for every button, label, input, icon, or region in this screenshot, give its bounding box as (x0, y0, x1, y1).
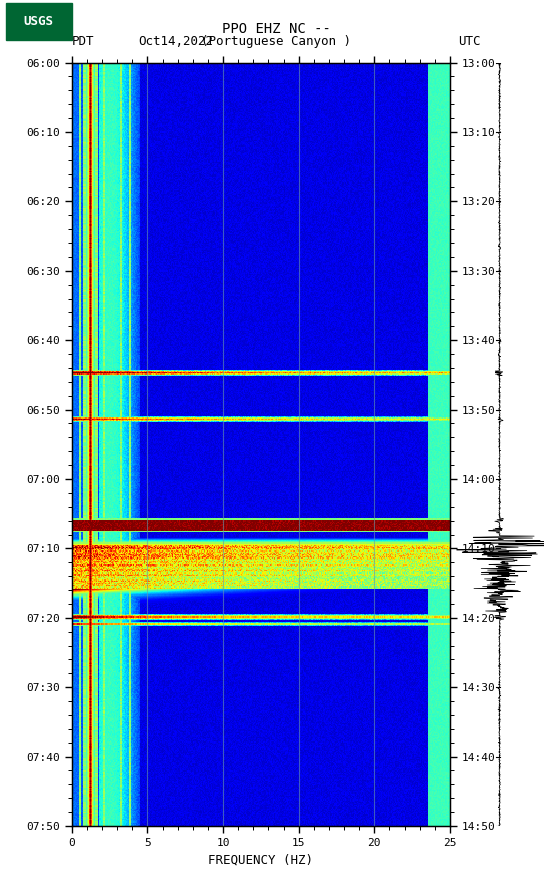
Text: Oct14,2022: Oct14,2022 (138, 35, 213, 48)
X-axis label: FREQUENCY (HZ): FREQUENCY (HZ) (208, 854, 314, 866)
Text: PDT: PDT (72, 35, 94, 48)
Text: (Portuguese Canyon ): (Portuguese Canyon ) (201, 35, 351, 48)
Text: USGS: USGS (24, 15, 54, 28)
Text: UTC: UTC (458, 35, 481, 48)
Text: PPO EHZ NC --: PPO EHZ NC -- (221, 21, 331, 36)
